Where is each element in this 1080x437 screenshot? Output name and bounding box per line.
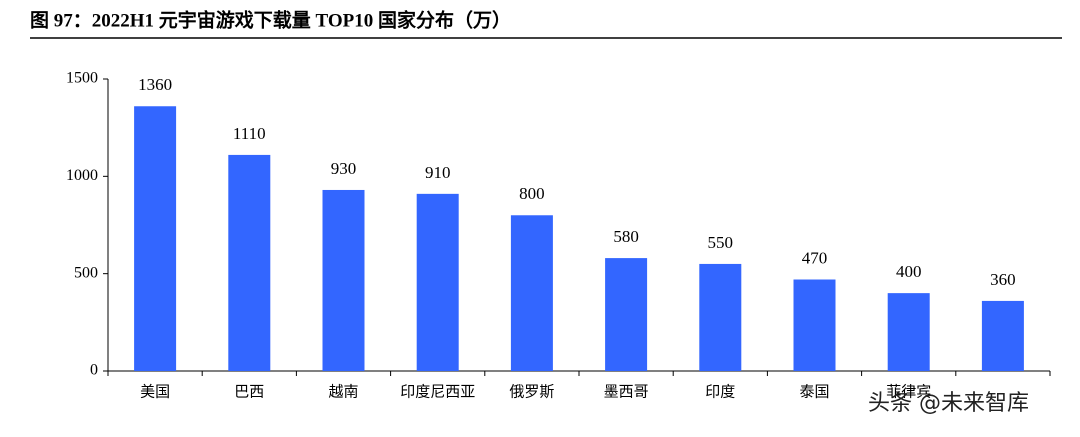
bar (322, 189, 365, 371)
y-tick-label: 500 (74, 264, 98, 281)
bar (887, 293, 930, 371)
x-tick-label: 美国 (140, 383, 170, 400)
y-tick-label: 0 (90, 362, 98, 379)
x-tick-label: 越南 (328, 383, 358, 400)
value-label: 800 (519, 184, 545, 203)
value-label: 930 (331, 159, 357, 178)
x-tick-label: 印度 (705, 383, 735, 400)
bar (510, 215, 553, 371)
x-tick-label: 菲律宾 (886, 383, 931, 400)
value-label: 400 (896, 262, 922, 281)
bar (605, 258, 648, 371)
value-label: 1360 (138, 75, 172, 94)
bar (793, 279, 836, 371)
x-tick-label: 印度尼西亚 (400, 383, 475, 400)
value-label: 1110 (233, 124, 266, 143)
y-tick-label: 1000 (66, 167, 98, 184)
bar (228, 154, 271, 371)
bar (134, 106, 177, 372)
x-tick-label: 泰国 (799, 383, 829, 400)
value-label: 360 (990, 270, 1016, 289)
value-label: 910 (425, 163, 451, 182)
x-tick-label: 巴西 (234, 384, 264, 400)
x-tick-label: 俄罗斯 (509, 383, 554, 400)
bar (699, 263, 742, 371)
y-tick-label: 1500 (66, 70, 98, 87)
value-label: 550 (708, 233, 734, 252)
chart-title: 图 97：2022H1 元宇宙游戏下载量 TOP10 国家分布（万） (30, 8, 511, 31)
x-tick-label: 墨西哥 (604, 384, 649, 400)
watermark: 头条 @未来智库 (868, 391, 1029, 416)
value-label: 580 (613, 227, 639, 246)
value-label: 470 (802, 248, 828, 267)
bar (416, 193, 459, 371)
bar (981, 300, 1024, 371)
